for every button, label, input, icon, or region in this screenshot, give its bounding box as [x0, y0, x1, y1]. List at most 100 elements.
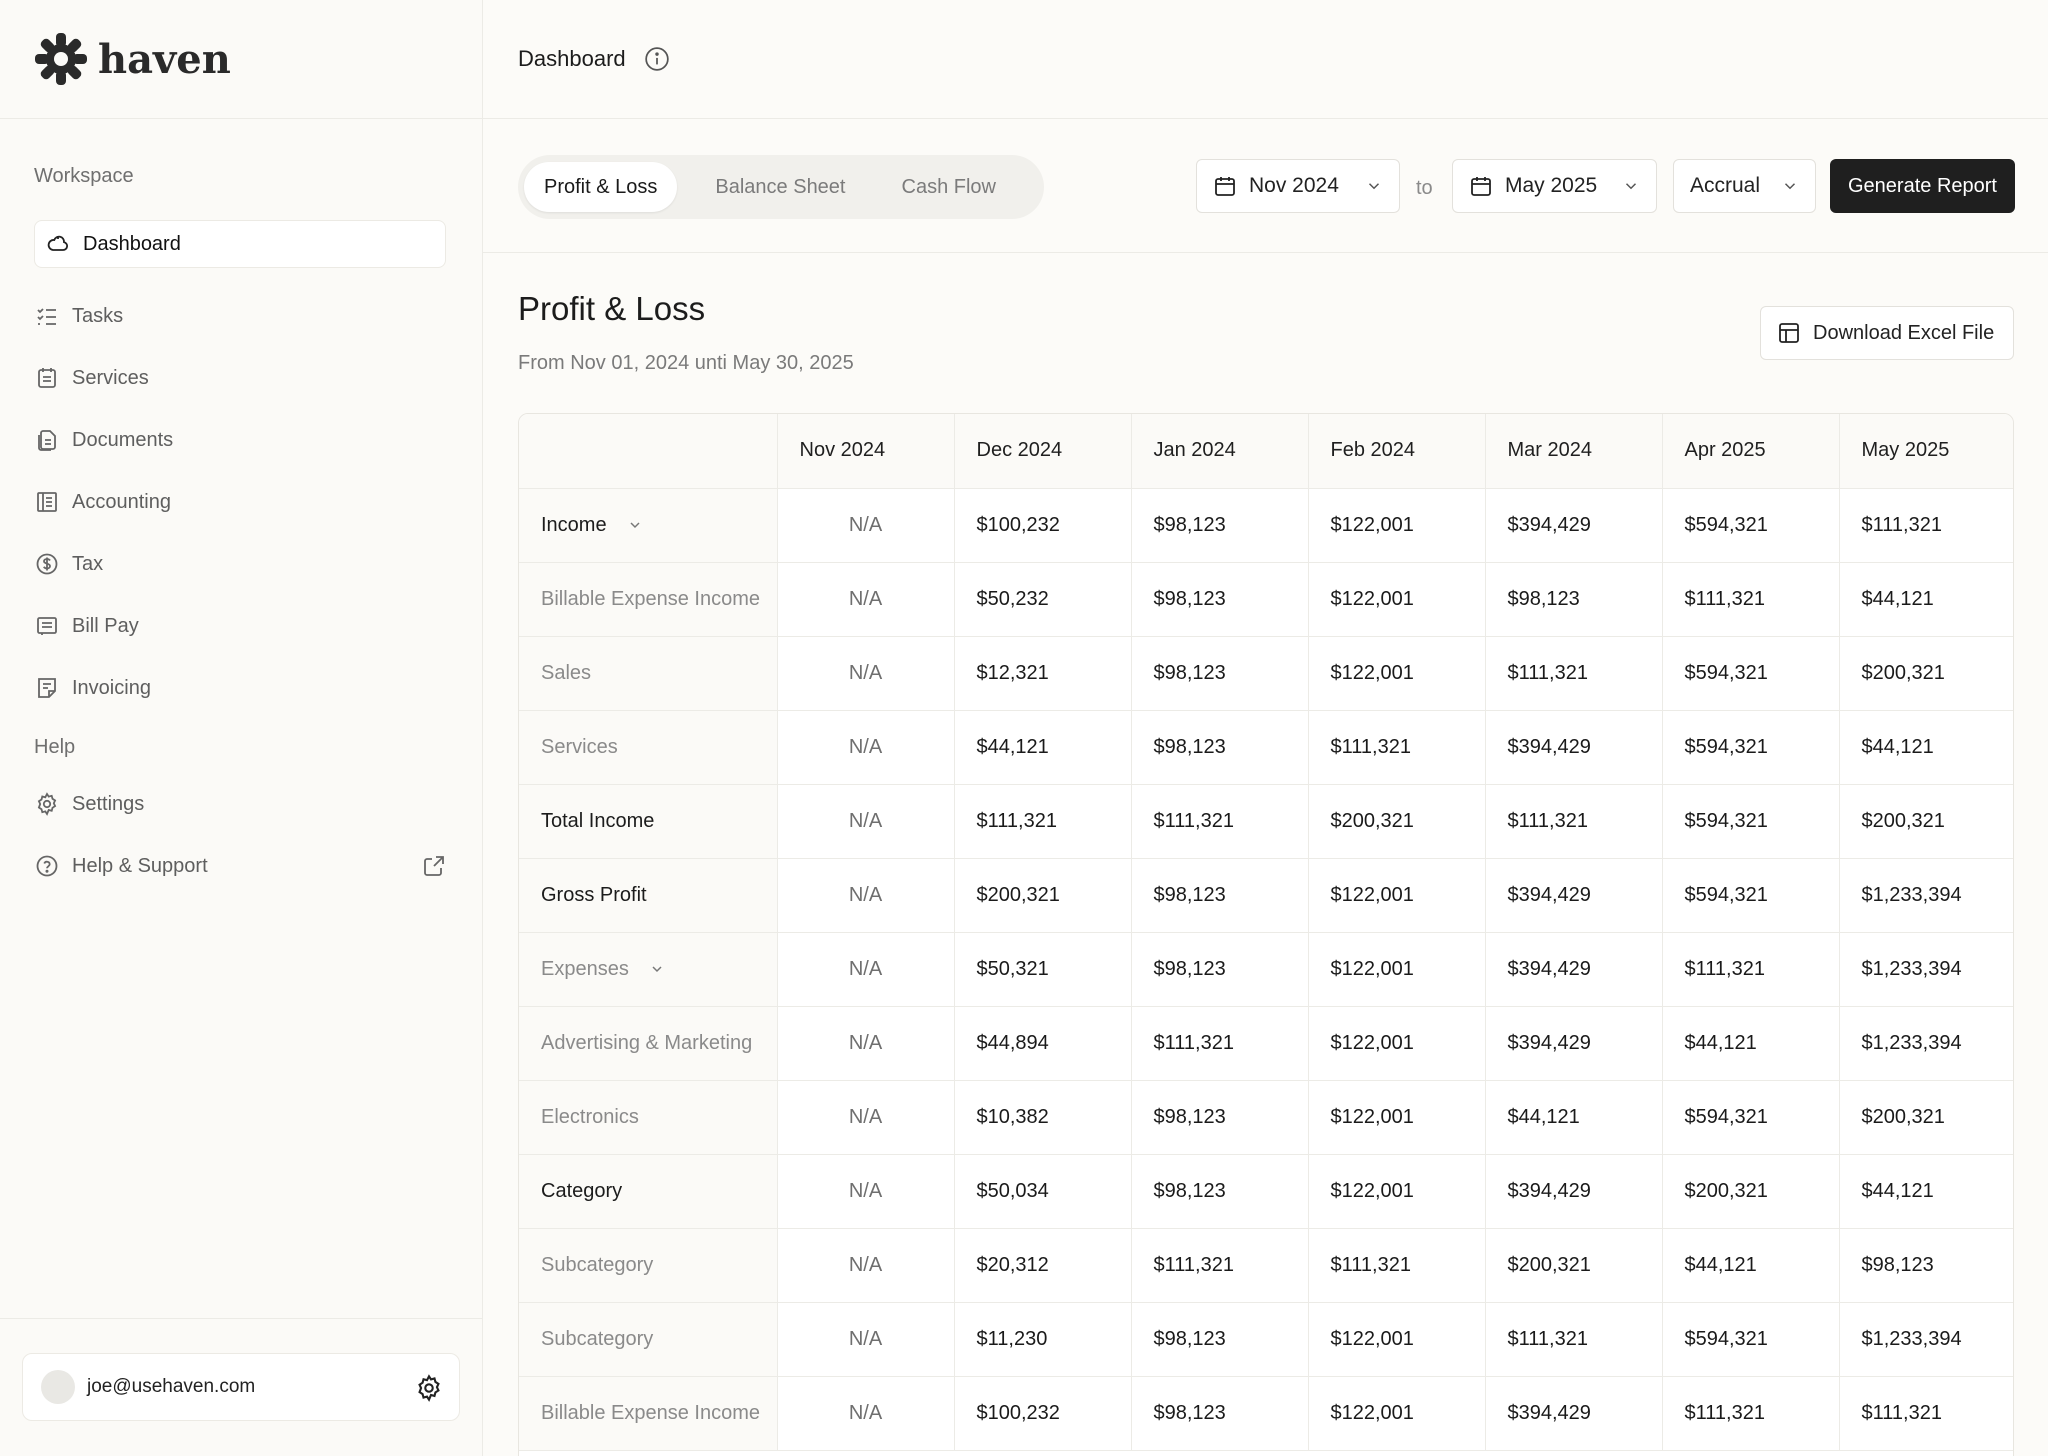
header-label-cell	[519, 414, 778, 489]
table-cell: $111,321	[1485, 784, 1663, 859]
table-cell: $111,321	[1662, 1376, 1840, 1451]
table-header-row: Nov 2024 Dec 2024 Jan 2024 Feb 2024 Mar …	[519, 414, 2013, 489]
table-cell: $44,121	[1839, 1154, 2013, 1229]
tab-profit-loss[interactable]: Profit & Loss	[524, 162, 678, 212]
table-cell: $44,121	[1839, 710, 2013, 785]
table-cell: $98,123	[1131, 1302, 1309, 1377]
sidebar-footer: joe@usehaven.com	[0, 1318, 483, 1456]
sidebar-item-label: Accounting	[72, 490, 171, 513]
row-label-cell[interactable]: Expenses	[519, 932, 778, 1007]
column-header: Dec 2024	[954, 414, 1132, 489]
table-row: Services N/A $44,121 $98,123 $111,321 $394,42…	[519, 710, 2013, 785]
documents-icon	[34, 427, 60, 453]
table-cell: $122,001	[1308, 932, 1486, 1007]
sidebar-item-dashboard[interactable]: Dashboard	[34, 220, 446, 268]
table-cell: $594,321	[1662, 784, 1840, 859]
table-cell: $200,321	[954, 858, 1132, 933]
sidebar-item-bill-pay[interactable]: Bill Pay	[34, 602, 446, 650]
external-link-icon[interactable]	[422, 854, 446, 878]
avatar	[41, 1370, 75, 1404]
table-cell: $98,123	[1839, 1228, 2013, 1303]
table-cell: $200,321	[1308, 784, 1486, 859]
table-cell: N/A	[777, 1006, 955, 1081]
table-cell: N/A	[777, 784, 955, 859]
invoicing-icon	[34, 675, 60, 701]
chevron-down-icon[interactable]	[627, 517, 643, 533]
table-cell: $1,233,394	[1839, 1006, 2013, 1081]
table-row: Advertising & Marketing N/A $44,894 $111,32…	[519, 1006, 2013, 1081]
sidebar-item-tax[interactable]: Tax	[34, 540, 446, 588]
row-label: Total Income	[541, 809, 655, 832]
table-cell: $122,001	[1308, 1006, 1486, 1081]
chevron-down-icon[interactable]	[649, 961, 665, 977]
table-cell: $394,429	[1485, 710, 1663, 785]
table-row: Subcategory N/A $11,230 $98,123 $122,001 $111…	[519, 1302, 2013, 1377]
table-cell: $594,321	[1662, 1080, 1840, 1155]
table-cell: $10,382	[954, 1080, 1132, 1155]
row-label-cell: Subcategory	[519, 1228, 778, 1303]
table-cell: $594,321	[1662, 636, 1840, 711]
table-cell: $111,321	[1485, 636, 1663, 711]
row-label-cell: Category	[519, 1154, 778, 1229]
top-bar: Dashboard	[483, 0, 2048, 119]
table-cell: $122,001	[1308, 1302, 1486, 1377]
table-row: Total Income N/A $111,321 $111,321 $200,321 $…	[519, 784, 2013, 859]
table-cell: $200,321	[1662, 1154, 1840, 1229]
table-cell: $394,429	[1485, 1154, 1663, 1229]
table-cell: $98,123	[1131, 932, 1309, 1007]
table-cell: N/A	[777, 710, 955, 785]
table-cell: $111,321	[1662, 562, 1840, 637]
sidebar-item-tasks[interactable]: Tasks	[34, 292, 446, 340]
row-label-cell: Billable Expense Income	[519, 1376, 778, 1451]
table-cell: $1,233,394	[1839, 858, 2013, 933]
help-label: Help	[34, 736, 76, 758]
to-date-select[interactable]: May 2025	[1452, 159, 1657, 213]
row-label: Income	[541, 513, 607, 536]
table-row: Billable Expense Income N/A $100,232 $98,12…	[519, 1376, 2013, 1451]
page-title: Dashboard	[518, 46, 626, 71]
table-cell: $98,123	[1131, 710, 1309, 785]
info-icon[interactable]	[644, 46, 670, 72]
sidebar-item-help-support[interactable]: Help & Support	[34, 842, 446, 890]
gear-icon[interactable]	[415, 1374, 443, 1402]
table-cell: $394,429	[1485, 1376, 1663, 1451]
sidebar-item-documents[interactable]: Documents	[34, 416, 446, 464]
table-cell: $111,321	[1839, 488, 2013, 563]
row-label: Services	[541, 735, 618, 758]
sidebar-item-services[interactable]: Services	[34, 354, 446, 402]
to-date-value: May 2025	[1505, 174, 1598, 197]
table-cell: N/A	[777, 488, 955, 563]
from-date-select[interactable]: Nov 2024	[1196, 159, 1400, 213]
accounting-basis-select[interactable]: Accrual	[1673, 159, 1816, 213]
sidebar-item-accounting[interactable]: Accounting	[34, 478, 446, 526]
row-label: Sales	[541, 661, 592, 684]
download-excel-button[interactable]: Download Excel File	[1760, 306, 2014, 360]
accounting-basis-value: Accrual	[1690, 174, 1761, 197]
table-cell: $394,429	[1485, 858, 1663, 933]
row-label-cell[interactable]: Income	[519, 488, 778, 563]
generate-report-button[interactable]: Generate Report	[1830, 159, 2015, 213]
sidebar-item-settings[interactable]: Settings	[34, 780, 446, 828]
row-label-cell: Gross Profit	[519, 858, 778, 933]
table-row: Electronics N/A $10,382 $98,123 $122,001 $44,…	[519, 1080, 2013, 1155]
table-cell: $394,429	[1485, 1006, 1663, 1081]
sidebar-item-invoicing[interactable]: Invoicing	[34, 664, 446, 712]
chevron-down-icon	[1784, 183, 1796, 190]
tab-balance-sheet[interactable]: Balance Sheet	[715, 175, 846, 198]
row-label: Gross Profit	[541, 883, 647, 906]
calendar-icon	[1471, 177, 1491, 196]
sidebar-item-label: Documents	[72, 428, 174, 451]
table-cell: $44,121	[1662, 1006, 1840, 1081]
table-cell: $111,321	[954, 784, 1132, 859]
sidebar-item-label: Bill Pay	[72, 614, 139, 637]
download-excel-label: Download Excel File	[1813, 321, 1995, 344]
row-label-cell: Billable Expense Income	[519, 562, 778, 637]
report-controls: Profit & Loss Balance Sheet Cash Flow No…	[483, 119, 2048, 253]
chevron-down-icon	[1368, 183, 1380, 190]
tab-cash-flow[interactable]: Cash Flow	[901, 175, 996, 198]
user-card[interactable]: joe@usehaven.com	[22, 1353, 460, 1421]
table-cell: $98,123	[1131, 636, 1309, 711]
table-cell: $100,232	[954, 488, 1132, 563]
table-cell: $200,321	[1485, 1228, 1663, 1303]
row-label-cell: Services	[519, 710, 778, 785]
